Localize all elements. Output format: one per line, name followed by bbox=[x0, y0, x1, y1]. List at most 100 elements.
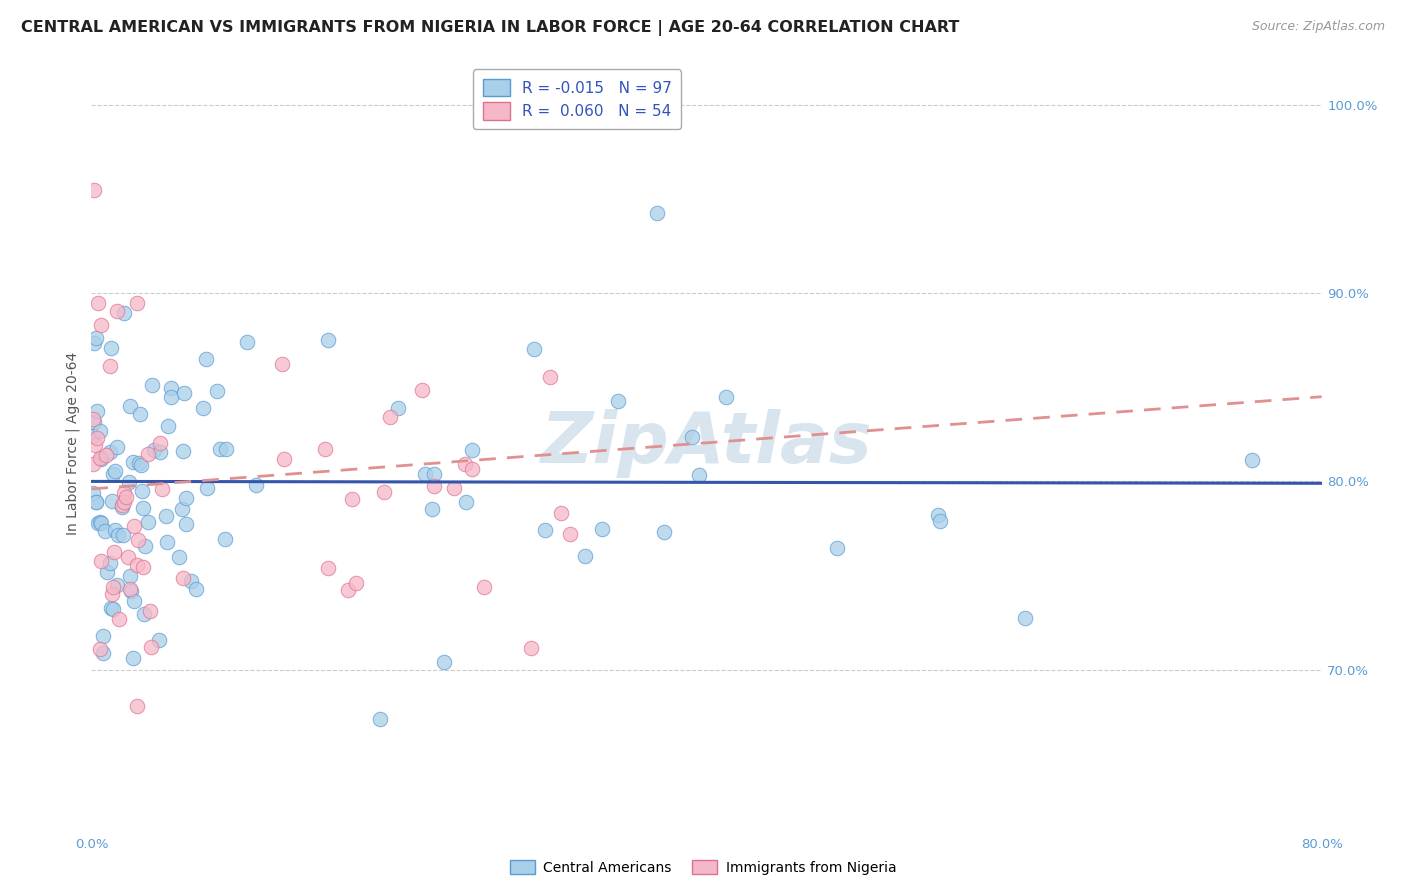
Text: ZipAtlas: ZipAtlas bbox=[541, 409, 872, 478]
Point bbox=[132, 559, 155, 574]
Point bbox=[173, 385, 195, 400]
Point bbox=[134, 539, 156, 553]
Point bbox=[101, 467, 124, 482]
Point bbox=[645, 206, 668, 220]
Point bbox=[87, 295, 110, 310]
Point bbox=[129, 407, 152, 421]
Point bbox=[538, 369, 561, 384]
Point bbox=[550, 506, 572, 520]
Point bbox=[454, 495, 477, 509]
Point bbox=[82, 411, 104, 425]
Point bbox=[316, 334, 339, 348]
Point bbox=[117, 475, 139, 489]
Point bbox=[411, 383, 433, 397]
Point bbox=[103, 545, 125, 559]
Point bbox=[121, 455, 143, 469]
Point bbox=[337, 582, 360, 597]
Point bbox=[122, 650, 145, 665]
Point bbox=[122, 593, 145, 607]
Point bbox=[89, 516, 111, 530]
Point bbox=[91, 629, 114, 643]
Point bbox=[156, 535, 179, 549]
Point bbox=[315, 442, 337, 456]
Point bbox=[94, 448, 117, 462]
Point bbox=[98, 556, 121, 570]
Point bbox=[193, 401, 215, 415]
Point bbox=[107, 612, 129, 626]
Point bbox=[714, 390, 737, 404]
Point bbox=[83, 183, 105, 197]
Point bbox=[149, 444, 172, 458]
Point bbox=[205, 384, 228, 398]
Point bbox=[1014, 611, 1036, 625]
Point bbox=[136, 448, 159, 462]
Point bbox=[111, 528, 134, 542]
Point bbox=[236, 335, 259, 350]
Point bbox=[127, 533, 149, 547]
Point bbox=[104, 464, 127, 478]
Point bbox=[122, 518, 145, 533]
Point bbox=[174, 517, 197, 532]
Point bbox=[454, 458, 477, 472]
Point bbox=[472, 580, 495, 594]
Point bbox=[101, 587, 124, 601]
Point bbox=[84, 437, 107, 451]
Text: Source: ZipAtlas.com: Source: ZipAtlas.com bbox=[1251, 20, 1385, 33]
Point bbox=[215, 442, 238, 456]
Point bbox=[184, 582, 207, 596]
Point bbox=[101, 580, 124, 594]
Point bbox=[607, 393, 630, 408]
Point bbox=[370, 712, 392, 726]
Point bbox=[86, 331, 108, 345]
Point bbox=[148, 633, 170, 648]
Point bbox=[86, 494, 108, 508]
Point bbox=[413, 467, 436, 482]
Point bbox=[120, 400, 142, 414]
Point bbox=[111, 500, 134, 514]
Point bbox=[96, 565, 118, 579]
Point bbox=[89, 451, 111, 466]
Point bbox=[270, 357, 292, 371]
Point bbox=[100, 359, 122, 373]
Point bbox=[82, 486, 104, 500]
Point bbox=[90, 318, 112, 332]
Point bbox=[111, 498, 134, 512]
Point bbox=[86, 404, 108, 418]
Point bbox=[519, 640, 541, 655]
Point bbox=[170, 501, 193, 516]
Point bbox=[84, 494, 107, 508]
Point bbox=[172, 444, 194, 458]
Point bbox=[591, 522, 613, 536]
Point bbox=[523, 343, 546, 357]
Point bbox=[387, 401, 409, 415]
Point bbox=[100, 341, 122, 355]
Point bbox=[86, 432, 108, 446]
Point bbox=[180, 574, 202, 588]
Point bbox=[214, 533, 236, 547]
Point bbox=[574, 549, 596, 564]
Point bbox=[129, 458, 152, 473]
Point bbox=[141, 378, 163, 392]
Point bbox=[131, 484, 153, 499]
Point bbox=[141, 640, 163, 654]
Point bbox=[150, 482, 173, 496]
Point bbox=[245, 477, 267, 491]
Point bbox=[443, 481, 465, 495]
Point bbox=[159, 381, 181, 395]
Point bbox=[142, 442, 165, 457]
Point bbox=[195, 351, 218, 366]
Point bbox=[112, 306, 135, 320]
Point bbox=[1241, 453, 1264, 467]
Point bbox=[172, 571, 194, 585]
Point bbox=[87, 516, 110, 530]
Point bbox=[101, 494, 124, 508]
Point bbox=[120, 582, 142, 597]
Point bbox=[125, 296, 148, 310]
Point bbox=[90, 451, 112, 466]
Point bbox=[420, 502, 443, 516]
Point bbox=[128, 456, 150, 470]
Point bbox=[160, 390, 183, 404]
Point bbox=[155, 508, 177, 523]
Point bbox=[688, 468, 710, 483]
Point bbox=[139, 604, 162, 618]
